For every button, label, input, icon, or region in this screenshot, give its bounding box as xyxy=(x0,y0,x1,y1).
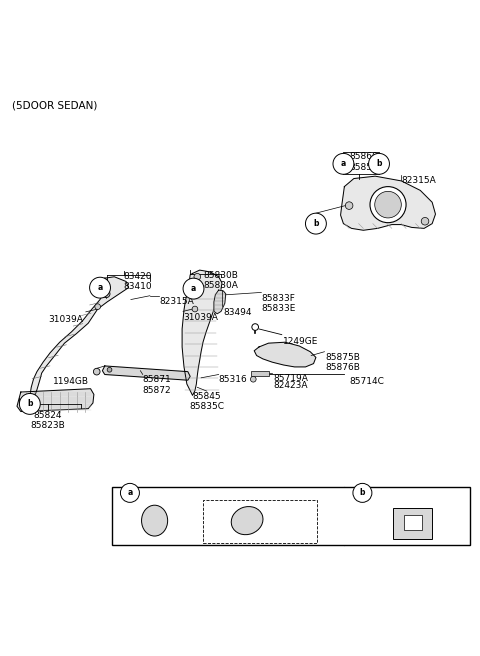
Polygon shape xyxy=(182,270,222,396)
Text: (5DOOR SEDAN): (5DOOR SEDAN) xyxy=(12,100,97,110)
Text: 82315A: 82315A xyxy=(159,297,194,306)
Text: 85845
85835C: 85845 85835C xyxy=(189,392,224,411)
Text: 31039A: 31039A xyxy=(183,313,218,322)
Polygon shape xyxy=(254,342,316,367)
Text: a: a xyxy=(127,488,132,497)
Circle shape xyxy=(19,394,40,415)
Circle shape xyxy=(90,277,110,298)
Text: a: a xyxy=(97,283,103,292)
Circle shape xyxy=(370,186,406,222)
Bar xyxy=(404,516,422,529)
Polygon shape xyxy=(214,290,226,314)
Text: 83420
83410: 83420 83410 xyxy=(124,272,152,291)
Polygon shape xyxy=(17,389,94,411)
Circle shape xyxy=(192,306,198,312)
Polygon shape xyxy=(102,366,190,380)
Text: 85719A: 85719A xyxy=(273,373,308,382)
Circle shape xyxy=(252,323,259,331)
Text: 31039A: 31039A xyxy=(48,315,83,323)
Ellipse shape xyxy=(231,506,263,535)
Text: 82315A: 82315A xyxy=(401,176,436,185)
Circle shape xyxy=(94,368,100,375)
Circle shape xyxy=(102,290,110,298)
Text: X86663C
X86653B: X86663C X86653B xyxy=(116,514,157,534)
Bar xyxy=(203,501,317,543)
Circle shape xyxy=(183,278,204,299)
Text: 85830B
85830A: 85830B 85830A xyxy=(204,271,239,291)
Bar xyxy=(112,487,470,545)
Circle shape xyxy=(251,377,256,382)
Text: 85858C: 85858C xyxy=(380,492,415,501)
Text: a: a xyxy=(191,284,196,293)
Polygon shape xyxy=(341,176,435,230)
Circle shape xyxy=(120,483,139,502)
Circle shape xyxy=(194,274,201,280)
Text: b: b xyxy=(360,488,365,497)
Text: 1249GE: 1249GE xyxy=(283,337,318,346)
Circle shape xyxy=(312,219,320,226)
Text: 85860
85850: 85860 85850 xyxy=(349,152,378,172)
Text: 85875B
85876B: 85875B 85876B xyxy=(325,353,360,372)
Text: 83494: 83494 xyxy=(223,308,252,317)
Text: 82423A: 82423A xyxy=(273,381,308,390)
Bar xyxy=(393,508,432,539)
Text: 85832R
85832: 85832R 85832 xyxy=(297,517,332,536)
Text: 85316: 85316 xyxy=(219,375,247,384)
Text: 85833F
85833E: 85833F 85833E xyxy=(261,294,296,314)
Text: 1194GB: 1194GB xyxy=(53,377,89,386)
Circle shape xyxy=(421,217,429,225)
Text: 85714C: 85714C xyxy=(349,377,384,386)
Circle shape xyxy=(345,202,353,209)
Text: b: b xyxy=(376,159,382,169)
Polygon shape xyxy=(30,277,129,396)
Circle shape xyxy=(107,367,112,372)
Text: 85824
85823B: 85824 85823B xyxy=(30,411,65,430)
Text: b: b xyxy=(27,400,33,409)
Text: a: a xyxy=(341,159,346,169)
Circle shape xyxy=(305,213,326,234)
Ellipse shape xyxy=(142,505,168,536)
Circle shape xyxy=(375,192,401,218)
Text: 85871
85872: 85871 85872 xyxy=(143,375,171,395)
Bar xyxy=(251,371,269,377)
Circle shape xyxy=(369,154,389,174)
Text: b: b xyxy=(313,219,319,228)
Text: (W/CURTAIN AIR BAG):: (W/CURTAIN AIR BAG): xyxy=(206,511,300,520)
Circle shape xyxy=(95,304,100,310)
Circle shape xyxy=(353,483,372,502)
Circle shape xyxy=(333,154,354,174)
